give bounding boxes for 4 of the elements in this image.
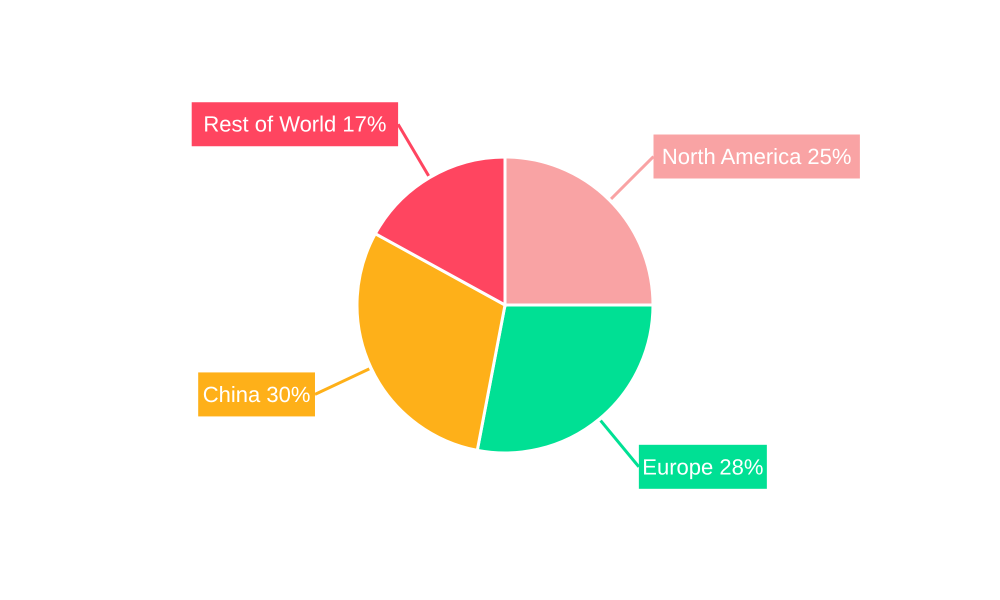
slice-label: Europe 28%	[642, 454, 764, 480]
slice-label: China 30%	[202, 382, 310, 407]
slice-label: North America 25%	[662, 144, 852, 170]
slice-label: Rest of World 17%	[203, 112, 386, 137]
